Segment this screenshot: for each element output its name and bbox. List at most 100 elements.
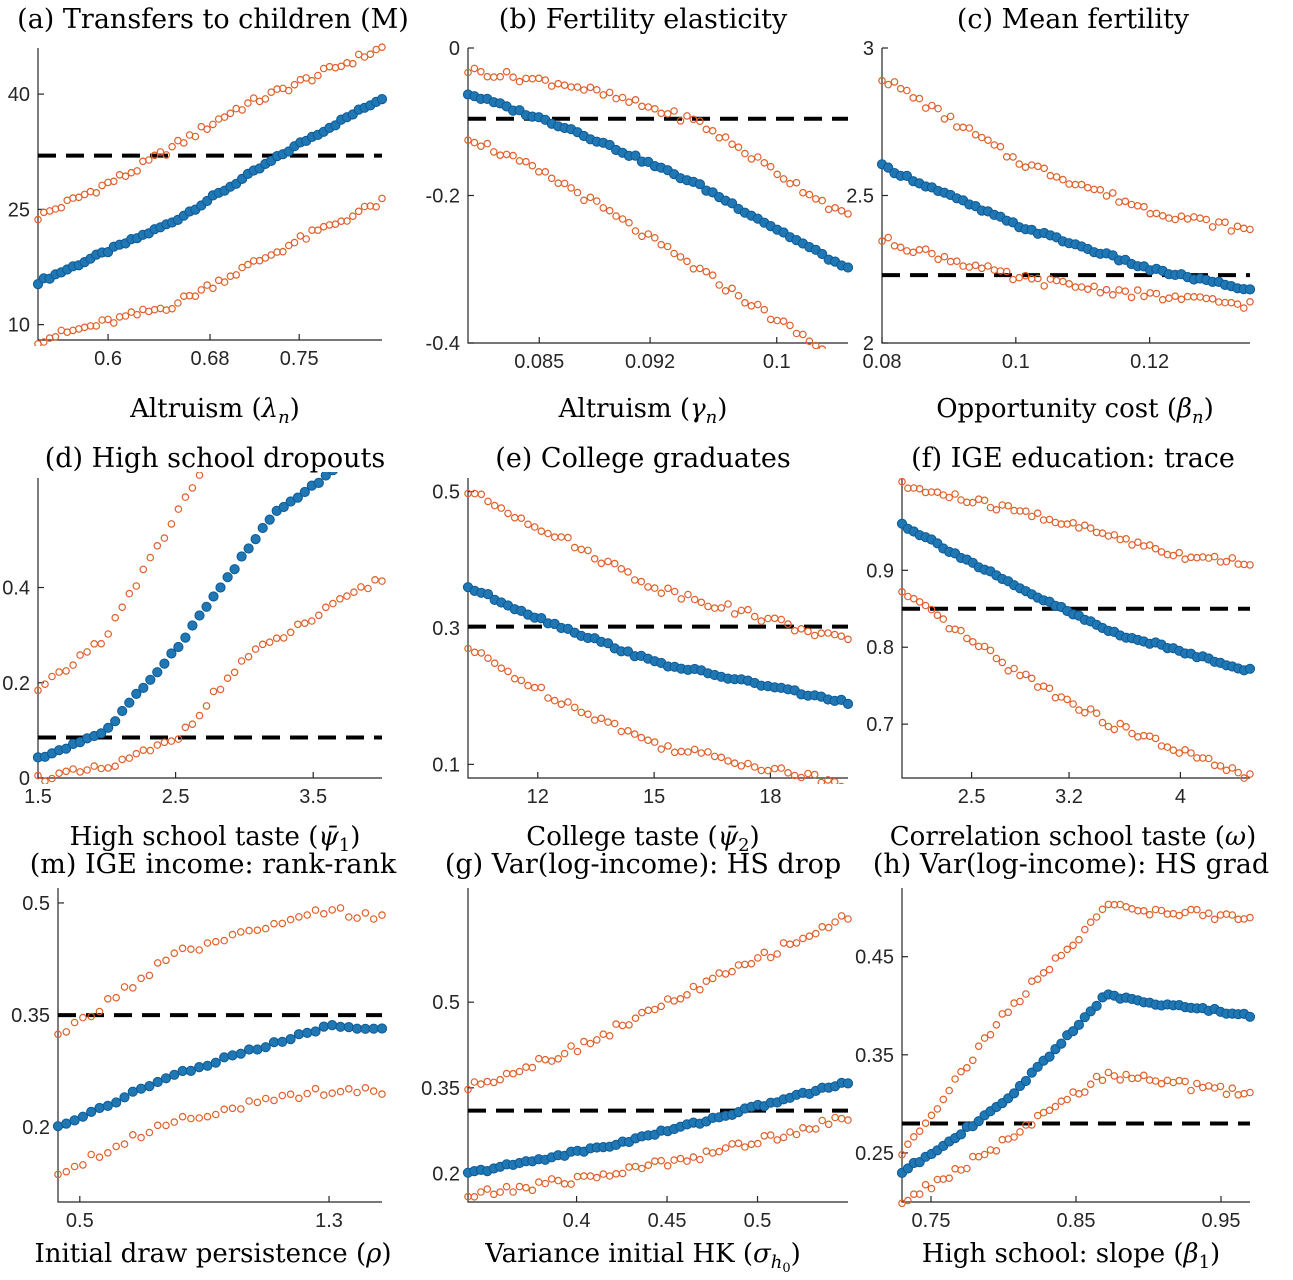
panel-b-xtick-label: 0.1 [763, 351, 791, 373]
panel-m-upper-point [129, 983, 137, 992]
panel-c-upper-point [1071, 180, 1080, 189]
panel-b-lower-point [728, 284, 736, 293]
panel-h-lower-point [1234, 1091, 1243, 1099]
panel-g-lower-point [618, 1169, 627, 1178]
panel-c-lower-point [1040, 282, 1049, 290]
panel-g-lower-point [586, 1172, 595, 1180]
panel-h-mean-point [955, 1129, 967, 1140]
panel-d-upper-point [83, 648, 91, 656]
panel-c-lower-point [1052, 276, 1061, 285]
panel-m-lower-point [378, 1090, 386, 1098]
panel-d-mean-point [299, 486, 310, 498]
panel-a-upper-point [308, 76, 316, 85]
panel-c-upper-point [884, 80, 893, 89]
panel-m-upper-point [328, 906, 337, 914]
panel-b-lower-point [573, 188, 582, 197]
panel-c-upper-point [952, 123, 961, 131]
panel-h-upper-point [927, 1111, 936, 1120]
panel-c-lower-point [1152, 289, 1161, 298]
panel-g-upper-point [515, 1067, 524, 1076]
panel-c-lower-point [1065, 279, 1073, 288]
panel-m-lower-point [353, 1088, 361, 1097]
panel-f-lower-point [1240, 774, 1248, 782]
panel-f-lower-point [1204, 754, 1213, 763]
panel-h-lower-point [992, 1147, 1001, 1155]
panel-d-lower-point [223, 674, 232, 683]
panel-e-xtick-label: 15 [643, 786, 665, 808]
panel-b-lower-point [663, 242, 672, 251]
panel-h-upper-point [1181, 908, 1189, 917]
panel-d-upper-point [316, 402, 322, 408]
panel-h-xlabel: High school: slope (β1) [922, 1239, 1220, 1273]
panel-d-mean-point [152, 667, 163, 678]
panel-d-upper-point [167, 520, 176, 528]
panel-d-ytick-label: 0.2 [2, 673, 30, 695]
panel-c: (c) Mean fertility Opportunity cost (βn)… [846, 4, 1256, 428]
panel-e-lower-point [770, 764, 779, 773]
panel-f-lower-point [1122, 722, 1130, 731]
panel-c-lower-point [1109, 290, 1117, 299]
panel-c-upper-point [1021, 163, 1030, 172]
panel-b-upper-point [625, 98, 633, 107]
panel-a-upper-point [238, 106, 246, 114]
panel-b-xlabel-close: ) [717, 394, 727, 424]
panel-g-xtick-label: 0.45 [648, 1210, 687, 1232]
panel-g-upper-point [528, 1063, 537, 1072]
panel-d-upper-point [174, 505, 183, 513]
panel-m-mean-point [310, 1026, 321, 1037]
panel-b-upper-point [612, 94, 620, 103]
panel-m-upper-point [104, 994, 112, 1003]
panel-e-lower-point [644, 736, 652, 745]
panel-m-xlabel-sym: ρ [365, 1239, 382, 1269]
panel-m-lower-point [195, 1114, 204, 1122]
panel-g-lower-point [567, 1180, 575, 1188]
panel-e-upper-point [630, 576, 639, 584]
panel-e-axes [467, 478, 848, 779]
panel-d-lower-point [251, 645, 260, 653]
panel-b-upper-point [670, 107, 678, 115]
panel-d-upper-point [351, 399, 357, 405]
panel-b-upper-point [534, 74, 543, 83]
panel-f-lower-point [1045, 684, 1054, 693]
panel-m-axes [57, 888, 382, 1203]
panel-b-upper-point [618, 93, 627, 102]
panel-e-upper-point [590, 554, 599, 563]
panel-e-lower-point [570, 703, 579, 712]
panel-m-lower-point [286, 1090, 295, 1099]
panel-c-upper-point [1090, 185, 1098, 194]
panel-h-upper-point [1016, 997, 1024, 1006]
panel-h-mean-point [1091, 1000, 1102, 1012]
panel-d-lower-point [41, 777, 49, 784]
panel-b-lower-point [625, 218, 633, 227]
panel-b-lower-point [683, 257, 691, 266]
panel-e-upper-point [517, 514, 526, 523]
panel-g-upper-point [741, 960, 749, 969]
panel-d-upper-point [302, 399, 308, 405]
panel-h-axes [901, 888, 1250, 1203]
panel-h-lower-point [921, 1180, 930, 1189]
panel-h-marks [896, 900, 1256, 1208]
panel-m-lower-point [212, 1110, 220, 1119]
panel-f-upper-point [933, 488, 942, 497]
panel-a-lower-point [331, 220, 340, 229]
panel-d-ytick-label: 0 [19, 768, 30, 790]
panel-d-mean-point [173, 641, 184, 653]
panel-f-lower-point [915, 598, 924, 606]
panel-d-lower-point [132, 749, 141, 758]
panel-f-axes [901, 478, 1250, 779]
panel-f-ytick-label: 0.8 [866, 637, 894, 659]
panel-f-lower-point [1110, 725, 1119, 734]
panel-m-lower-point [220, 1105, 229, 1114]
panel-f-lower-point [1069, 700, 1077, 708]
panel-a-upper-point [110, 177, 118, 186]
panel-c-lower-point [1165, 294, 1173, 303]
panel-a-ytick-label: 25 [8, 199, 30, 221]
panel-b-upper-point [580, 86, 588, 94]
panel-h-lower-point [980, 1150, 989, 1159]
panel-m-series-upper [54, 904, 386, 1039]
panel-d-series-lower [34, 575, 386, 784]
panel-e-lower-point [710, 752, 719, 761]
panel-c-lower-point [878, 237, 886, 245]
panel-g-lower-point [663, 1162, 672, 1170]
panel-e-lower-point [577, 708, 586, 717]
